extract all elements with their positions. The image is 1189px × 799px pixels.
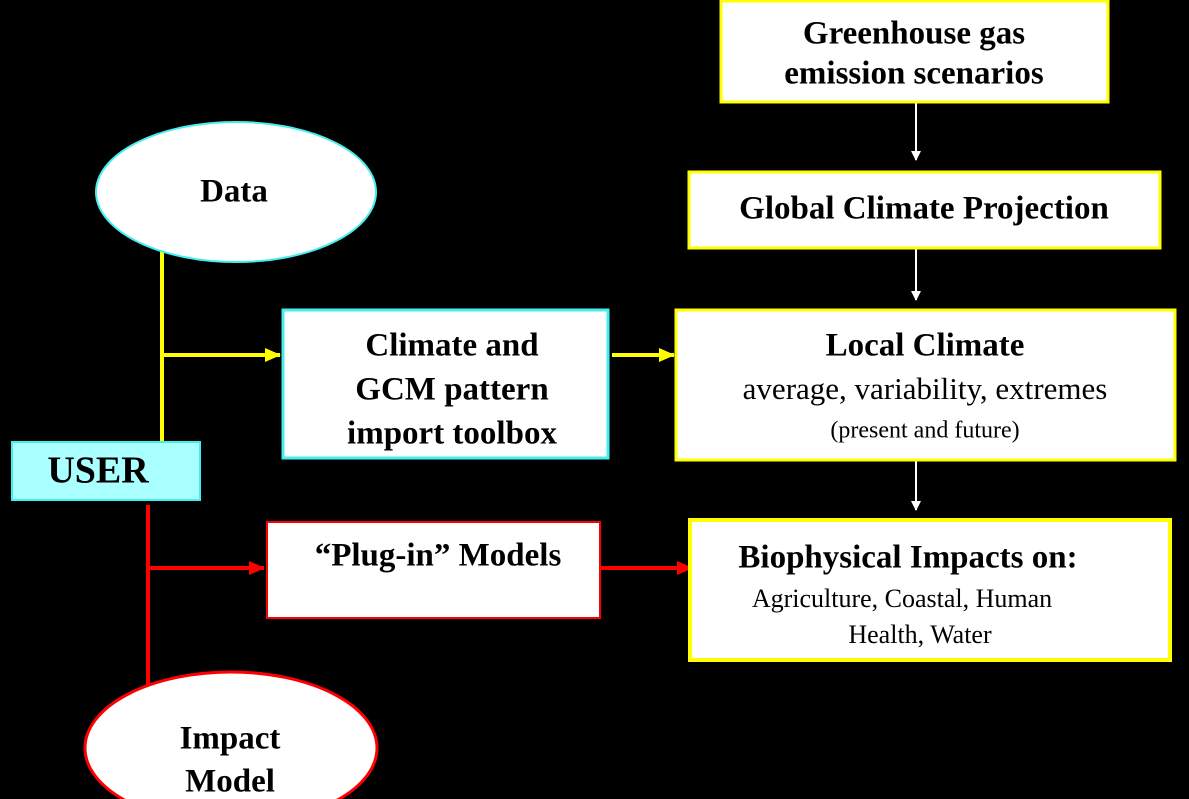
arrows bbox=[146, 103, 921, 690]
node-label: USER bbox=[47, 450, 149, 492]
box bbox=[688, 518, 1172, 662]
node-label: import toolbox bbox=[347, 416, 557, 452]
node-label: Climate and bbox=[365, 328, 538, 364]
node-label: Health, Water bbox=[848, 620, 992, 649]
node-label: Model bbox=[185, 764, 275, 799]
node-label: Impact bbox=[180, 721, 281, 757]
node-label: (present and future) bbox=[830, 418, 1019, 444]
node-label: Biophysical Impacts on: bbox=[738, 540, 1077, 576]
node-label: GCM pattern bbox=[355, 372, 548, 408]
node-label: Data bbox=[200, 174, 268, 210]
node-label: Agriculture, Coastal, Human bbox=[752, 584, 1052, 613]
node-label: Local Climate bbox=[826, 328, 1025, 364]
box bbox=[11, 441, 201, 501]
node-label: Greenhouse gas bbox=[803, 16, 1025, 52]
box bbox=[674, 308, 1177, 462]
box bbox=[266, 521, 601, 619]
labels: Greenhouse gas emission scenarios Global… bbox=[47, 16, 1109, 799]
node-label: “Plug-in” Models bbox=[315, 538, 562, 574]
node-label: Global Climate Projection bbox=[739, 191, 1109, 227]
ellipse bbox=[95, 121, 377, 263]
node-label: average, variability, extremes bbox=[743, 371, 1108, 406]
box bbox=[687, 170, 1162, 250]
ellipse bbox=[83, 670, 379, 799]
node-label: emission scenarios bbox=[784, 56, 1044, 92]
nodes bbox=[11, 0, 1177, 799]
box bbox=[719, 0, 1110, 104]
box bbox=[281, 308, 610, 460]
